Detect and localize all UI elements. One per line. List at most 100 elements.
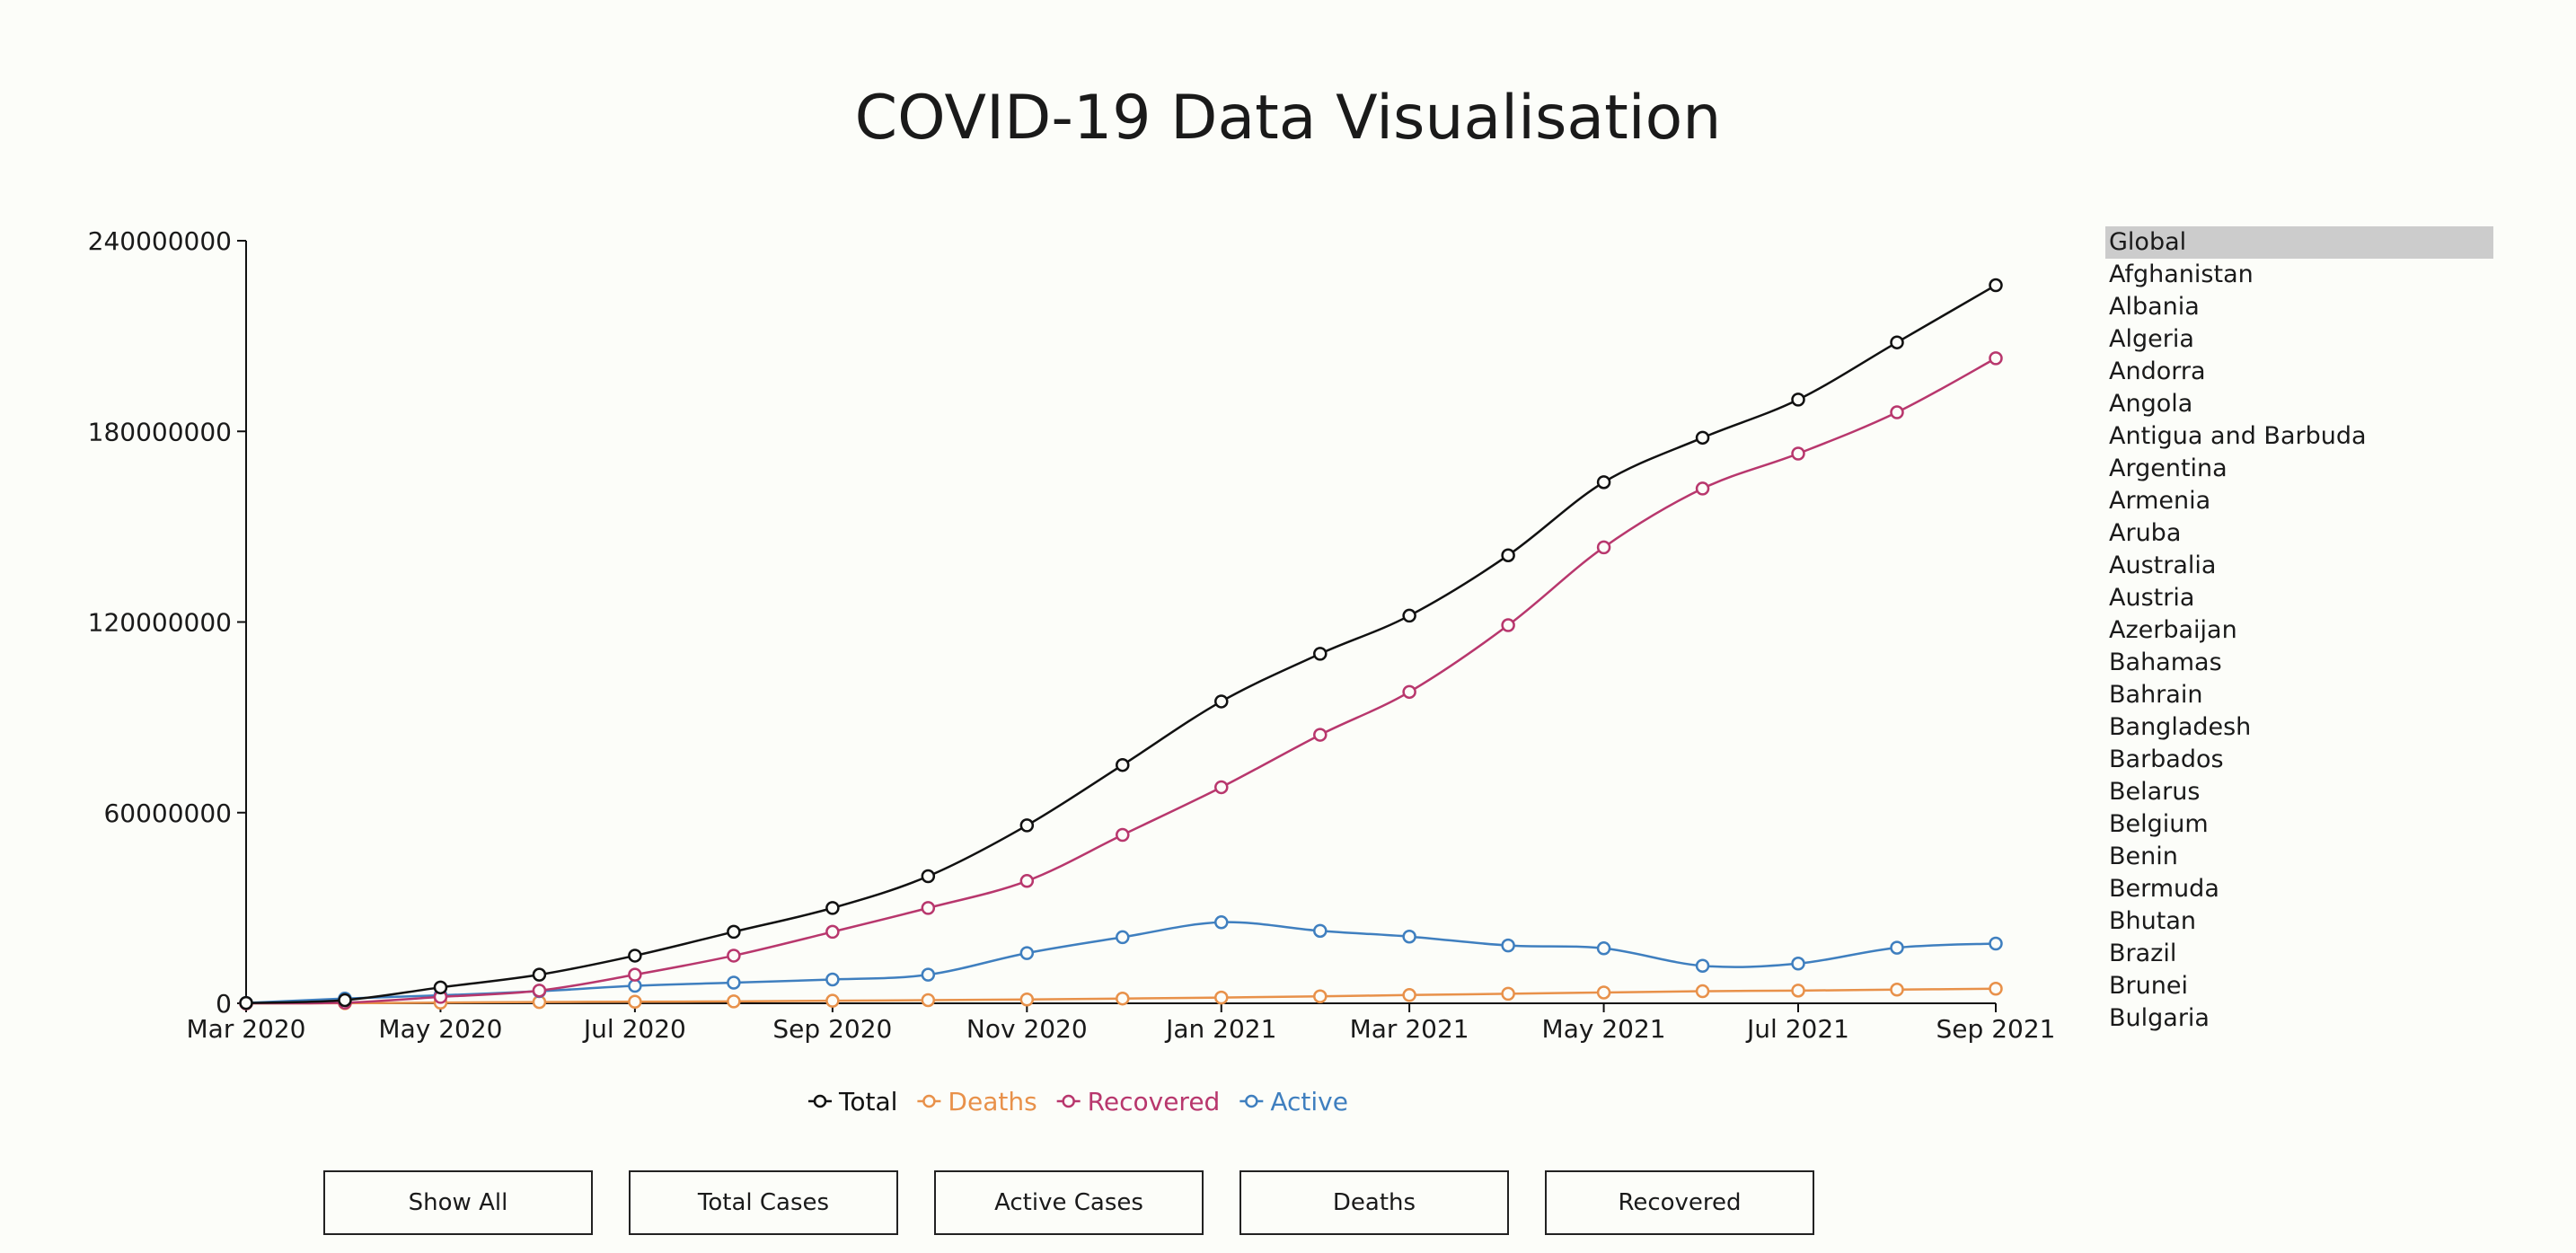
data-point (825, 993, 840, 1008)
country-item[interactable]: Argentina (2109, 454, 2228, 482)
country-item[interactable]: Algeria (2109, 325, 2194, 353)
country-item[interactable]: Global (2105, 226, 2493, 259)
x-tick-label: Sep 2021 (1936, 1014, 2056, 1044)
data-point (727, 994, 741, 1009)
data-point (1214, 990, 1229, 1005)
country-item[interactable]: Albania (2109, 293, 2200, 321)
series-total (239, 278, 2003, 1010)
data-point (727, 975, 741, 990)
x-tick-label: Jan 2021 (1164, 1014, 1276, 1044)
data-point (1501, 986, 1515, 1002)
country-item[interactable]: Barbados (2109, 746, 2224, 773)
country-list[interactable]: Global Afghanistan Albania Algeria Andorra An… (2105, 226, 2493, 1035)
country-item[interactable]: Aruba (2109, 519, 2182, 547)
legend-label: Recovered (1088, 1087, 1221, 1116)
series-deaths (239, 981, 2003, 1010)
recovered-button[interactable]: Recovered (1545, 1170, 1814, 1235)
data-point (1313, 923, 1328, 939)
data-point (1501, 548, 1515, 562)
legend-swatch-marker (813, 1094, 827, 1108)
country-item[interactable]: Brazil (2109, 940, 2177, 967)
data-point (1596, 475, 1611, 490)
data-point (338, 993, 352, 1008)
data-point (1116, 757, 1130, 772)
data-point (1019, 874, 1035, 888)
data-point (921, 869, 936, 884)
legend-swatch-marker (1245, 1094, 1258, 1108)
legend-label: Total (838, 1087, 897, 1116)
data-point (1402, 684, 1416, 700)
data-point (1313, 728, 1328, 742)
series-line-total (245, 284, 1997, 1004)
data-point (239, 995, 253, 1010)
country-item[interactable]: Bhutan (2109, 907, 2196, 935)
data-point (1019, 818, 1035, 833)
x-tick-label: Nov 2020 (966, 1014, 1088, 1044)
data-point (1791, 393, 1805, 407)
y-tick-label: 120000000 (88, 608, 232, 638)
country-item[interactable]: Belarus (2109, 778, 2201, 806)
active-cases-button[interactable]: Active Cases (934, 1170, 1204, 1235)
data-point (532, 967, 547, 982)
country-item[interactable]: Australia (2109, 551, 2217, 579)
deaths-button[interactable]: Deaths (1239, 1170, 1509, 1235)
data-point (825, 972, 840, 987)
country-item[interactable]: Austria (2109, 584, 2195, 612)
data-point (921, 901, 936, 915)
data-point (1890, 983, 1904, 997)
y-tick-label: 0 (216, 989, 232, 1019)
data-point (1019, 946, 1035, 960)
data-point (1695, 958, 1710, 974)
data-point (1402, 988, 1416, 1002)
legend-label: Active (1270, 1087, 1348, 1116)
x-tick-label: May 2020 (378, 1014, 502, 1044)
legend-swatch-marker (922, 1094, 936, 1108)
country-item[interactable]: Andorra (2109, 357, 2206, 385)
total-cases-button[interactable]: Total Cases (629, 1170, 898, 1235)
data-point (1313, 647, 1328, 661)
data-point (1890, 405, 1904, 419)
data-point (628, 994, 642, 1009)
country-item[interactable]: Brunei (2109, 972, 2188, 1000)
country-item[interactable]: Bermuda (2109, 875, 2219, 903)
data-point (1890, 335, 1904, 349)
legend: Total Deaths Recovered Active (808, 1087, 1348, 1116)
legend-swatch-marker (1062, 1094, 1075, 1108)
show-all-button[interactable]: Show All (323, 1170, 593, 1235)
data-point (921, 967, 936, 982)
y-tick-label: 240000000 (88, 226, 232, 256)
data-point (1116, 991, 1130, 1006)
country-item[interactable]: Bangladesh (2109, 713, 2252, 741)
data-point (1791, 984, 1805, 998)
data-point (1402, 929, 1416, 944)
data-point (1214, 915, 1229, 930)
data-point (1214, 694, 1229, 709)
data-point (1596, 540, 1611, 555)
y-tick-label: 60000000 (103, 799, 232, 828)
country-item[interactable]: Benin (2109, 843, 2178, 870)
country-item[interactable]: Afghanistan (2109, 260, 2254, 288)
country-item[interactable]: Belgium (2109, 810, 2209, 838)
data-point (1313, 989, 1328, 1003)
data-point (825, 924, 840, 940)
x-tick-label: Jul 2020 (582, 1014, 686, 1044)
data-point (1695, 984, 1710, 999)
country-item[interactable]: Bahamas (2109, 649, 2222, 676)
data-point (1596, 941, 1611, 956)
country-item[interactable]: Angola (2109, 390, 2193, 418)
country-item[interactable]: Bahrain (2109, 681, 2203, 709)
country-item[interactable]: Antigua and Barbuda (2109, 422, 2367, 450)
data-point (1791, 957, 1805, 971)
page-title: COVID-19 Data Visualisation (854, 83, 1722, 154)
x-tick-label: Mar 2021 (1350, 1014, 1469, 1044)
country-item[interactable]: Azerbaijan (2109, 616, 2237, 644)
data-point (1989, 936, 2003, 951)
country-item[interactable]: Bulgaria (2109, 1004, 2210, 1032)
y-tick-label: 180000000 (88, 417, 232, 446)
data-point (1695, 481, 1710, 496)
data-point (1695, 430, 1710, 446)
x-tick-label: May 2021 (1542, 1014, 1666, 1044)
country-item[interactable]: Armenia (2109, 487, 2211, 515)
series-line-recovered (245, 357, 1997, 1005)
data-point (727, 949, 741, 963)
